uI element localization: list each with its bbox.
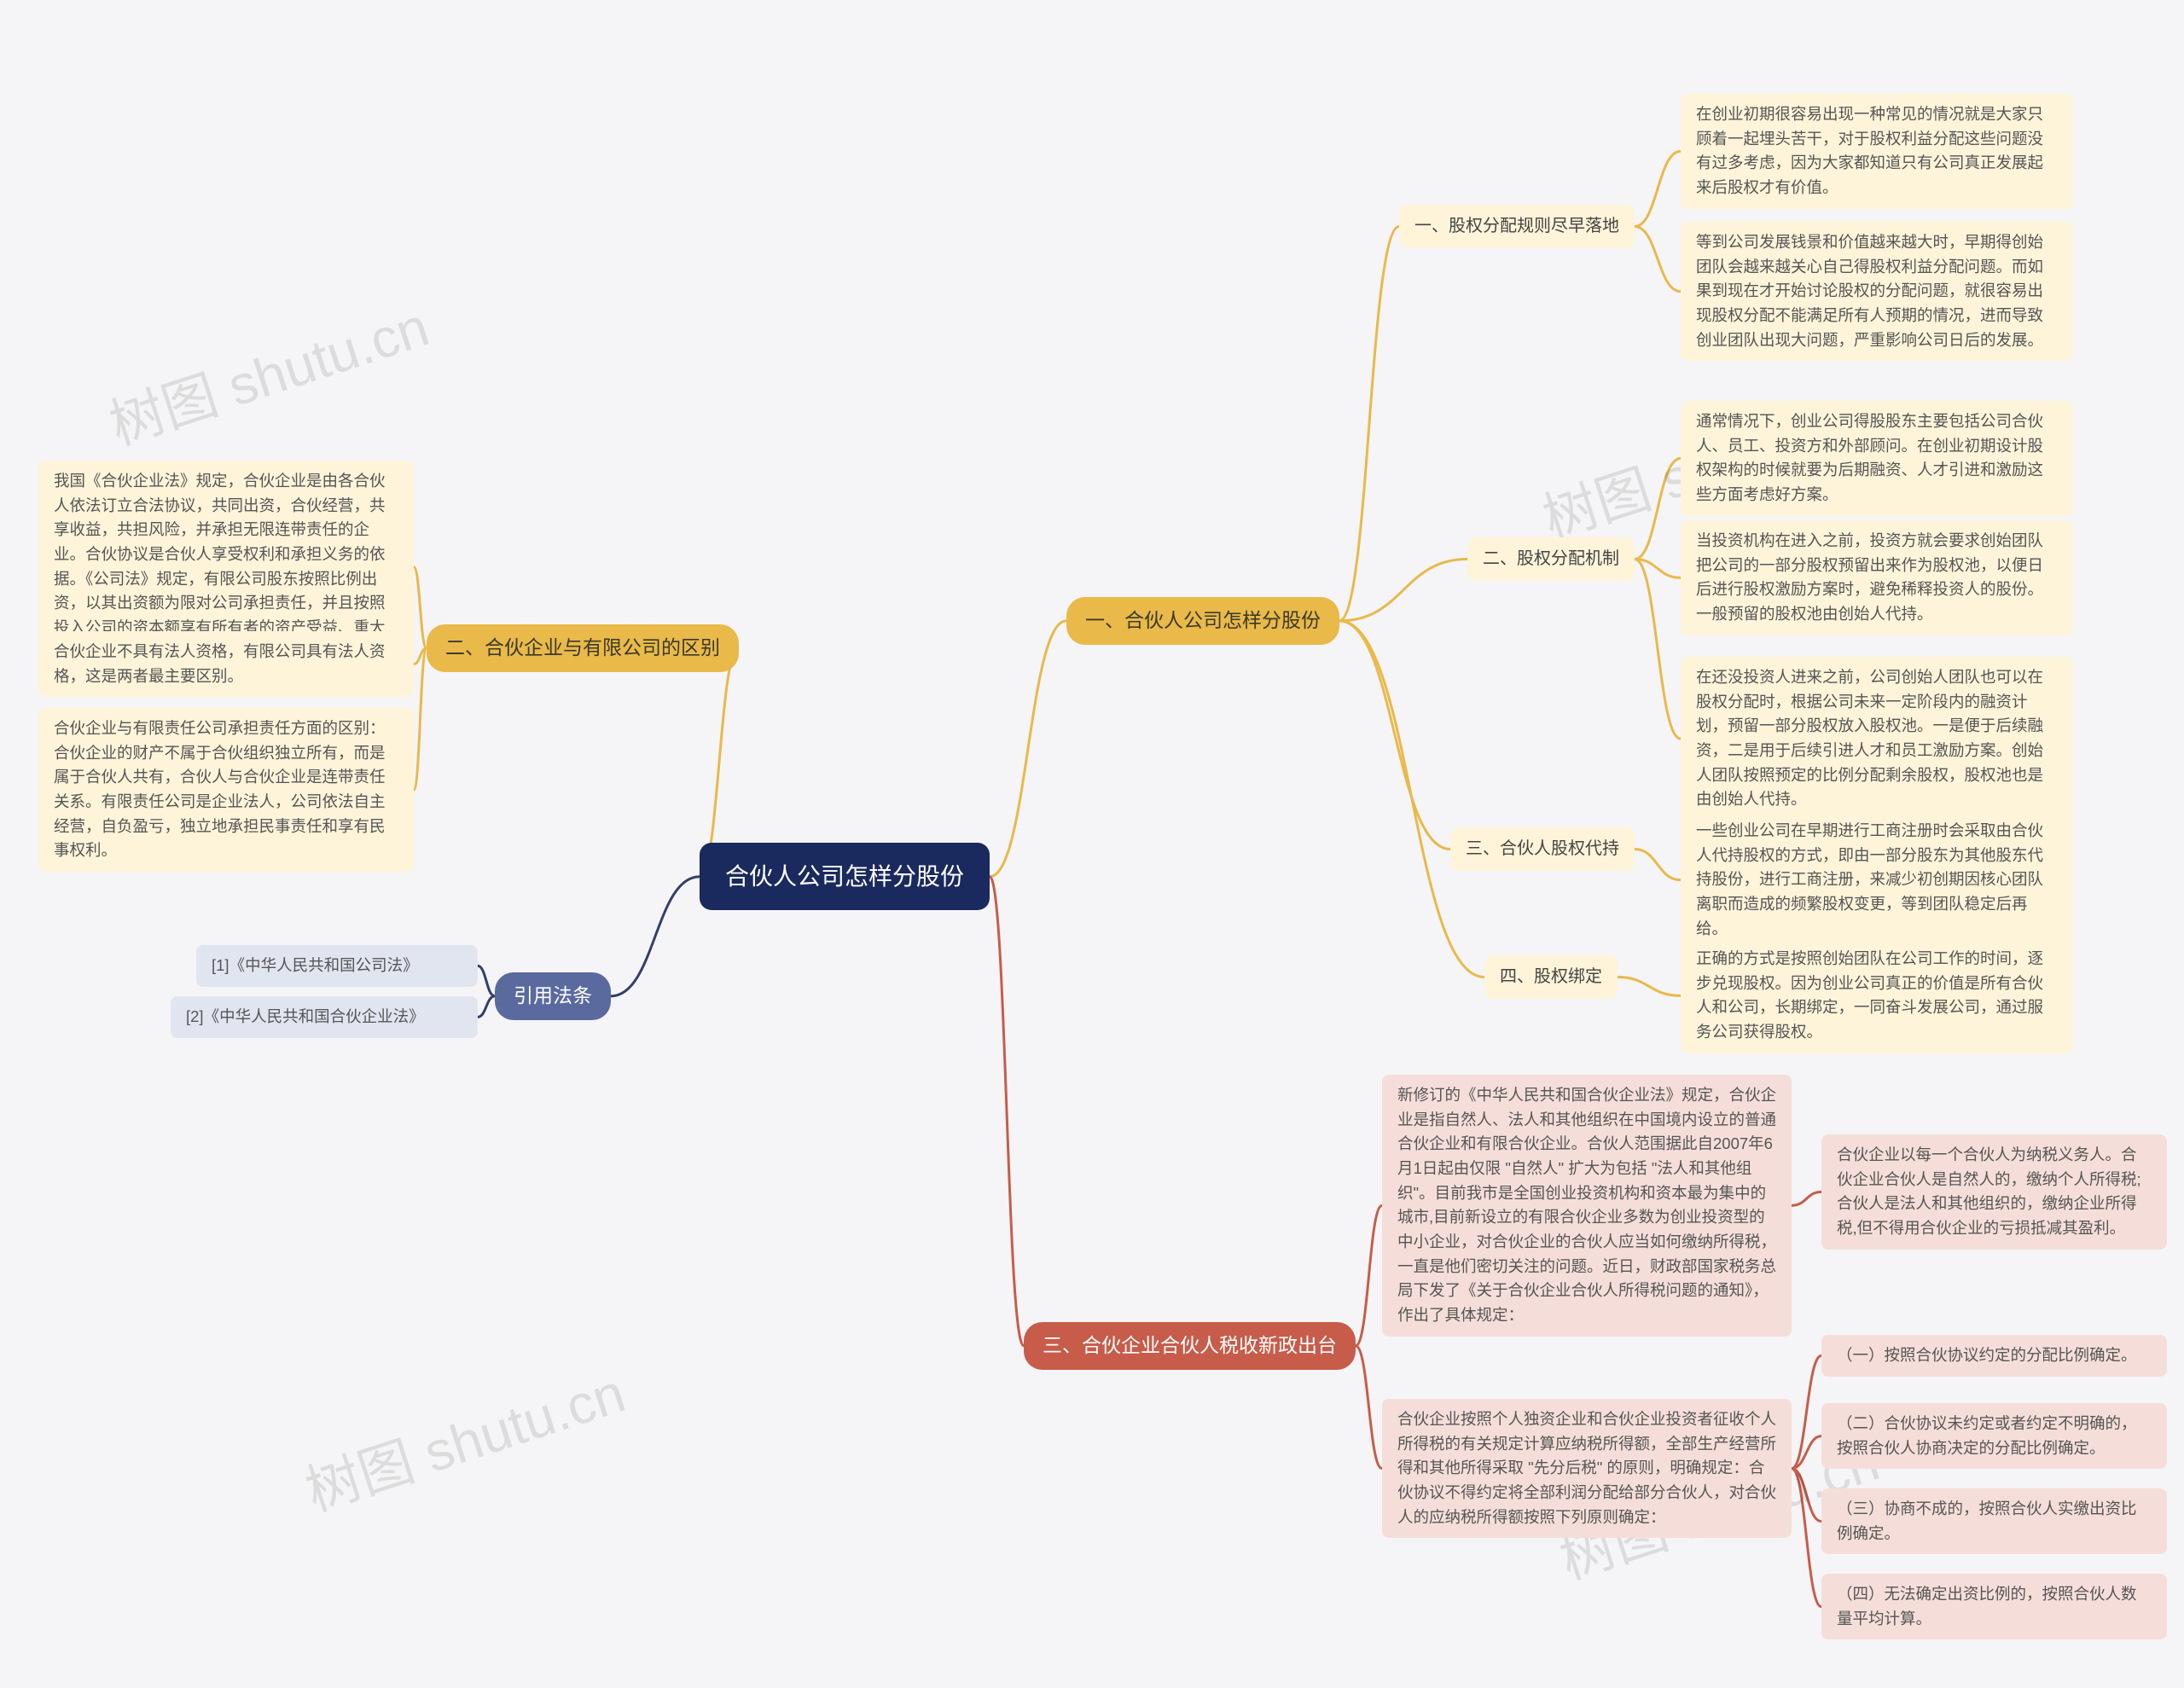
watermark: 树图 shutu.cn bbox=[98, 283, 437, 460]
leaf-node: 合伙企业不具有法人资格，有限公司具有法人资格，这是两者最主要区别。 bbox=[38, 631, 414, 697]
leaf-node: 在还没投资人进来之前，公司创始人团队也可以在股权分配时，根据公司未来一定阶段内的… bbox=[1681, 657, 2073, 821]
root-node[interactable]: 合伙人公司怎样分股份 bbox=[700, 843, 990, 910]
leaf-node: [2]《中华人民共和国合伙企业法》 bbox=[171, 996, 478, 1038]
branch-1-sub-1[interactable]: 一、股权分配规则尽早落地 bbox=[1399, 205, 1635, 248]
branch-1[interactable]: 一、合伙人公司怎样分股份 bbox=[1066, 597, 1339, 645]
watermark: 树图 shutu.cn bbox=[294, 1349, 633, 1526]
leaf-node: （二）合伙协议未约定或者约定不明确的，按照合伙人协商决定的分配比例确定。 bbox=[1821, 1403, 2167, 1469]
leaf-node: （四）无法确定出资比例的，按照合伙人数量平均计算。 bbox=[1821, 1574, 2167, 1639]
leaf-node: 当投资机构在进入之前，投资方就会要求创始团队把公司的一部分股权预留出来作为股权池… bbox=[1681, 520, 2073, 635]
leaf-node: 通常情况下，创业公司得股股东主要包括公司合伙人、员工、投资方和外部顾问。在创业初… bbox=[1681, 401, 2073, 516]
branch-2[interactable]: 二、合伙企业与有限公司的区别 bbox=[427, 624, 739, 672]
leaf-node: [1]《中华人民共和国公司法》 bbox=[196, 945, 478, 987]
leaf-node: 等到公司发展钱景和价值越来越大时，早期得创始团队会越来越关心自己得股权利益分配问… bbox=[1681, 222, 2073, 361]
leaf-node: 合伙企业按照个人独资企业和合伙企业投资者征收个人所得税的有关规定计算应纳税所得额… bbox=[1382, 1399, 1792, 1538]
branch-4[interactable]: 引用法条 bbox=[495, 972, 611, 1020]
leaf-node: （一）按照合伙协议约定的分配比例确定。 bbox=[1821, 1335, 2167, 1377]
leaf-node: 在创业初期很容易出现一种常见的情况就是大家只顾着一起埋头苦干，对于股权利益分配这… bbox=[1681, 94, 2073, 209]
leaf-node: 合伙企业以每一个合伙人为纳税义务人。合伙企业合伙人是自然人的，缴纳个人所得税;合… bbox=[1821, 1134, 2167, 1250]
leaf-node: 新修订的《中华人民共和国合伙企业法》规定，合伙企业是指自然人、法人和其他组织在中… bbox=[1382, 1075, 1792, 1337]
leaf-node: 正确的方式是按照创始团队在公司工作的时间，逐步兑现股权。因为创业公司真正的价值是… bbox=[1681, 938, 2073, 1053]
leaf-node: 合伙企业与有限责任公司承担责任方面的区别：合伙企业的财产不属于合伙组织独立所有，… bbox=[38, 708, 414, 872]
branch-1-sub-4[interactable]: 四、股权绑定 bbox=[1484, 955, 1618, 999]
branch-1-sub-2[interactable]: 二、股权分配机制 bbox=[1467, 537, 1635, 581]
leaf-node: （三）协商不成的，按照合伙人实缴出资比例确定。 bbox=[1821, 1488, 2167, 1554]
leaf-node: 一些创业公司在早期进行工商注册时会采取由合伙人代持股权的方式，即由一部分股东为其… bbox=[1681, 810, 2073, 949]
branch-3[interactable]: 三、合伙企业合伙人税收新政出台 bbox=[1024, 1322, 1356, 1370]
branch-1-sub-3[interactable]: 三、合伙人股权代持 bbox=[1450, 827, 1635, 871]
